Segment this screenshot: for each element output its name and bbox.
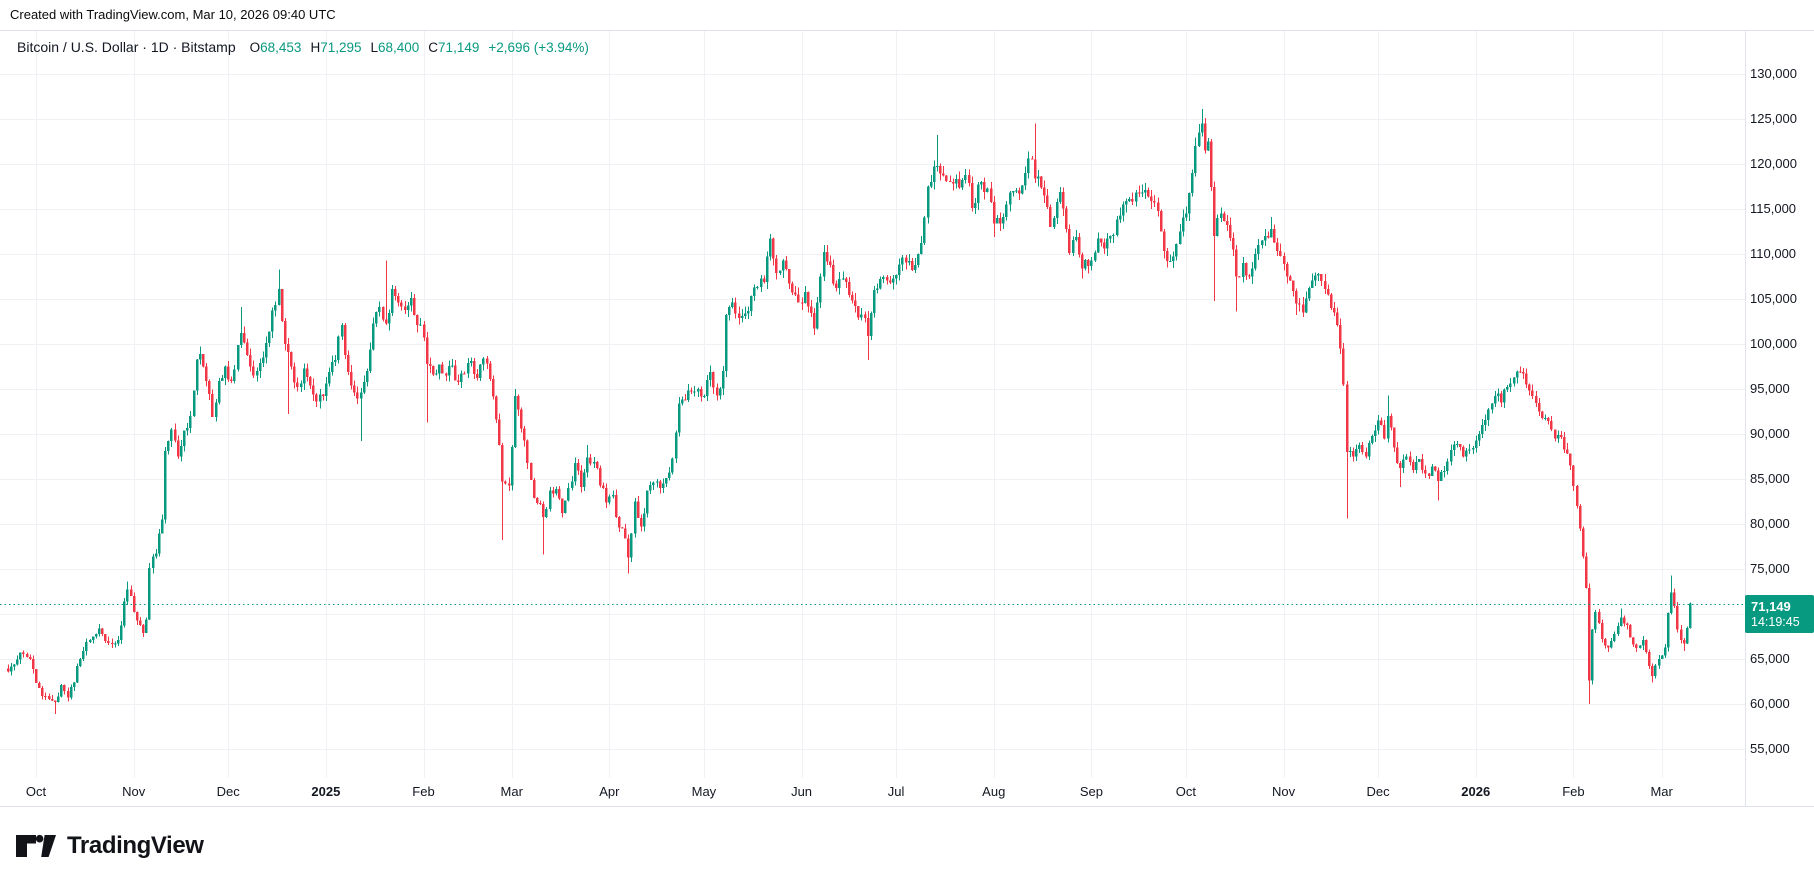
time-tick-aug-10: Aug [982,784,1006,799]
symbol-title[interactable]: Bitcoin / U.S. Dollar · 1D · Bitstamp [17,39,236,55]
time-tick-jun-8: Jun [791,784,813,799]
time-tick-2026-15: 2026 [1461,784,1491,799]
ohlc-l: L68,400 [370,39,420,55]
price-tick-65000: 65,000 [1750,651,1790,666]
time-tick-jul-9: Jul [887,784,905,799]
time-tick-mar-17: Mar [1650,784,1673,799]
change-value: +2,696 (+3.94%) [488,39,589,55]
grid-layer [0,30,1745,778]
ohlc-values: O68,453 H71,295 L68,400 C71,149 +2,696 (+3.9… [250,40,589,55]
time-tick-apr-6: Apr [599,784,620,799]
last-price-label: 71,149 [1751,599,1791,614]
time-tick-mar-5: Mar [500,784,523,799]
attribution-text: Created with TradingView.com, Mar 10, 20… [10,7,336,22]
time-tick-dec-2: Dec [216,784,240,799]
ohlc-c: C71,149 [428,39,480,55]
symbol-legend: Bitcoin / U.S. Dollar · 1D · Bitstamp O6… [17,38,589,56]
price-tick-100000: 100,000 [1750,336,1797,351]
ohlc-o: O68,453 [249,39,302,55]
price-tick-90000: 90,000 [1750,426,1790,441]
price-tick-125000: 125,000 [1750,111,1797,126]
price-tick-105000: 105,000 [1750,291,1797,306]
price-tick-85000: 85,000 [1750,471,1790,486]
price-tick-95000: 95,000 [1750,381,1790,396]
ohlc-h: H71,295 [310,39,362,55]
time-tick-nov-1: Nov [122,784,146,799]
price-tick-115000: 115,000 [1750,201,1797,216]
bar-countdown-timer: 14:19:45 [1751,615,1800,629]
tradingview-logo-text: TradingView [67,832,204,859]
last-price-badge: 71,149 14:19:45 [1745,595,1814,633]
time-tick-oct-12: Oct [1175,784,1197,799]
tradingview-logo-icon [16,834,56,857]
price-tick-60000: 60,000 [1750,696,1790,711]
price-tick-110000: 110,000 [1750,246,1797,261]
time-tick-may-7: May [691,784,717,799]
price-tick-130000: 130,000 [1750,66,1797,81]
price-tick-80000: 80,000 [1750,516,1790,531]
price-tick-55000: 55,000 [1750,741,1790,756]
axis-border-layer [0,30,1814,807]
time-tick-dec-14: Dec [1366,784,1390,799]
time-tick-oct-0: Oct [25,784,47,799]
price-tick-75000: 75,000 [1750,561,1790,576]
time-tick-nov-13: Nov [1272,784,1296,799]
price-tick-120000: 120,000 [1750,156,1797,171]
time-tick-sep-11: Sep [1079,784,1103,799]
tradingview-logo[interactable]: TradingView [16,832,204,860]
time-tick-2025-3: 2025 [311,784,341,799]
time-tick-feb-16: Feb [1562,784,1585,799]
time-tick-feb-4: Feb [412,784,435,799]
candles-layer [7,109,1692,714]
